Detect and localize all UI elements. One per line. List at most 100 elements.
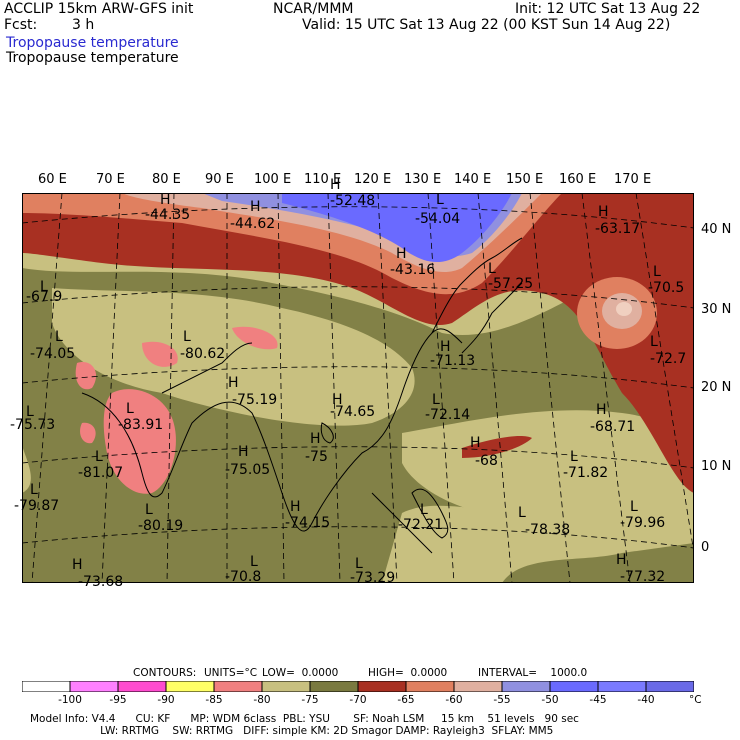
low-label: LOW= 0.0000 [262,667,339,679]
init-time: Init: 12 UTC Sat 13 Aug 22 [515,1,701,17]
extreme-marker-value: -52.48 [330,193,376,209]
extreme-marker-value: -75.73 [10,417,56,433]
extreme-marker-type: H [396,246,407,262]
extreme-marker-value: -70.5 [648,280,685,296]
extreme-marker-value: -79.87 [14,498,60,514]
extreme-marker-value: -77.32 [620,569,666,585]
color-scale-unit: °C [689,694,702,706]
extreme-marker-type: L [183,329,191,345]
color-scale-box [597,681,647,692]
center-label: NCAR/MMM [273,1,354,17]
extreme-marker-type: L [436,192,444,208]
lon-label: 170 E [614,172,652,187]
forecast-value: 3 h [72,17,95,33]
extreme-marker-type: L [55,329,63,345]
extreme-marker-type: H [160,192,171,208]
lon-label: 150 E [506,172,544,187]
extreme-marker-type: L [30,482,38,498]
extreme-marker-value: -74.65 [330,404,376,420]
extreme-marker-type: H [470,435,481,451]
extreme-marker-value: -71.82 [563,465,609,481]
lat-label: 10 N [701,459,732,474]
color-scale-tick: -45 [589,694,607,706]
extreme-marker-value: -79.96 [620,515,666,531]
cold-patch [80,422,96,444]
units-label: UNITS=°C [204,667,258,679]
extreme-marker-value: -43.16 [390,262,436,278]
color-scale-tick: -95 [109,694,127,706]
lon-label: 70 E [96,172,125,187]
extreme-marker-type: L [420,502,428,518]
extreme-marker-value: -68 [475,453,498,469]
color-scale-tick: -100 [58,694,82,706]
cold-patch [103,389,176,494]
extreme-marker-type: L [653,264,661,280]
extreme-marker-type: L [355,556,363,572]
extreme-marker-value: -44.62 [230,216,276,232]
lon-label: 160 E [559,172,597,187]
lon-label: 130 E [404,172,442,187]
contour-field-title: Tropopause temperature [6,50,179,66]
extreme-marker-type: H [598,204,609,220]
interval-label: INTERVAL= 1000.0 [478,667,588,679]
blue-band [282,193,512,263]
extreme-marker-value: -72.7 [650,351,687,367]
cold-patch [232,326,278,350]
color-scale-box [501,681,551,692]
extreme-marker-value: -57.25 [488,276,534,292]
extreme-marker-type: H [238,444,249,460]
extreme-marker-value: -70.8 [225,569,262,585]
extreme-marker-value: -63.17 [595,221,641,237]
extreme-marker-type: L [40,279,48,295]
extreme-marker-type: H [72,557,83,573]
high-label: HIGH= 0.0000 [368,667,448,679]
extreme-marker-type: L [250,554,258,570]
extreme-marker-type: H [330,177,341,193]
extreme-marker-type: L [570,449,578,465]
forecast-label: Fcst: [4,17,38,33]
color-scale-box [549,681,599,692]
valid-time: Valid: 15 UTC Sat 13 Aug 22 (00 KST Sun … [302,17,671,33]
extreme-marker-type: H [616,552,627,568]
extreme-marker-value: -74.15 [285,515,331,531]
lat-label: 0 [701,540,710,555]
extreme-marker-type: L [650,334,658,350]
extreme-marker-value: -73.68 [78,574,124,590]
color-scale-tick: -85 [205,694,223,706]
extreme-marker-value: -73.29 [350,570,396,586]
extreme-marker-value: -54.04 [415,211,461,227]
plateau-shade [52,288,415,426]
lat-label: 40 N [701,222,732,237]
south-shade [402,410,694,528]
extreme-marker-type: H [310,431,321,447]
extreme-marker-type: H [290,499,301,515]
extreme-marker-type: L [95,449,103,465]
color-scale-tick: -65 [397,694,415,706]
physics-info-line: LW: RRTMG SW: RRTMG DIFF: simple KM: 2D … [30,725,554,737]
color-scale-bar [22,681,694,692]
color-scale-tick: -50 [541,694,559,706]
extreme-marker-value: -80.62 [180,346,226,362]
shaded-field-title: Tropopause temperature [6,35,179,51]
cold-patch [75,362,97,390]
color-scale-box [357,681,407,692]
lon-label: 60 E [38,172,67,187]
tropopause-temperature-map [22,193,694,583]
color-scale-tick: -60 [445,694,463,706]
color-scale-tick: -75 [301,694,319,706]
lon-label: 120 E [354,172,392,187]
extreme-marker-type: H [440,339,451,355]
extreme-marker-type: L [145,502,153,518]
color-scale-box [453,681,503,692]
extreme-marker-value: -72.21 [398,517,444,533]
lat-label: 30 N [701,302,732,317]
color-scale-box [261,681,311,692]
lon-label: 100 E [254,172,292,187]
lon-label: 110 E [304,172,342,187]
extreme-marker-value: -75 [305,449,328,465]
extreme-marker-type: L [630,499,638,515]
model-title: ACCLIP 15km ARW-GFS init [4,1,194,17]
extreme-marker-value: -78.38 [525,522,571,538]
color-scale-tick: -90 [157,694,175,706]
contours-label: CONTOURS: [133,667,197,679]
